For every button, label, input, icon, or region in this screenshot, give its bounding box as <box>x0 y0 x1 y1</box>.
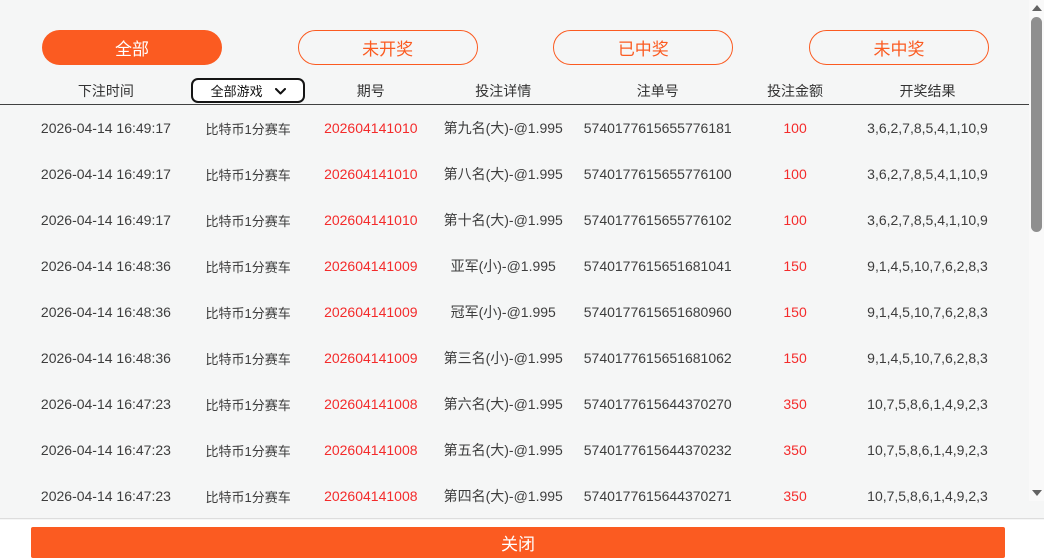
bet-records-panel: 全部 未开奖 已中奖 未中奖 下注时间 全部游戏 期号 投注详情 注单号 投注金… <box>0 30 1044 519</box>
cell-bet-time: 2026-04-14 16:49:17 <box>40 212 171 228</box>
header-game-filter: 全部游戏 <box>187 78 310 103</box>
table-row: 2026-04-14 16:49:17 比特币1分赛车 202604141010… <box>25 105 1006 151</box>
cell-bet-detail: 第六名(大)-@1.995 <box>443 396 563 412</box>
tab-won[interactable]: 已中奖 <box>553 30 734 65</box>
cell-order-no: 5740177615644370232 <box>583 442 732 458</box>
cell-bet-amount: 350 <box>783 396 807 412</box>
cell-draw-result: 3,6,2,7,8,5,4,1,10,9 <box>867 120 988 136</box>
table-row: 2026-04-14 16:47:23 比特币1分赛车 202604141008… <box>25 473 1006 519</box>
cell-game-name: 比特币1分赛车 <box>205 121 291 137</box>
cell-period: 202604141010 <box>324 166 418 182</box>
cell-bet-time: 2026-04-14 16:47:23 <box>40 442 171 458</box>
cell-period: 202604141008 <box>324 442 418 458</box>
cell-period: 202604141008 <box>324 396 418 412</box>
cell-bet-amount: 150 <box>783 258 807 274</box>
cell-bet-time: 2026-04-14 16:47:23 <box>40 396 171 412</box>
cell-bet-amount: 100 <box>783 212 807 228</box>
cell-game-name: 比特币1分赛车 <box>205 443 291 459</box>
cell-bet-detail: 冠军(小)-@1.995 <box>450 304 556 320</box>
cell-order-no: 5740177615651681062 <box>583 350 732 366</box>
cell-game-name: 比特币1分赛车 <box>205 167 291 183</box>
cell-period: 202604141010 <box>324 120 418 136</box>
tab-not-drawn[interactable]: 未开奖 <box>297 30 478 65</box>
header-draw-result: 开奖结果 <box>899 82 956 99</box>
cell-bet-detail: 第四名(大)-@1.995 <box>443 488 563 504</box>
cell-order-no: 5740177615644370270 <box>583 396 732 412</box>
tab-all[interactable]: 全部 <box>42 30 222 65</box>
cell-order-no: 5740177615655776102 <box>583 212 732 228</box>
cell-period: 202604141009 <box>324 258 418 274</box>
table-row: 2026-04-14 16:48:36 比特币1分赛车 202604141009… <box>25 289 1006 335</box>
cell-bet-time: 2026-04-14 16:49:17 <box>40 120 171 136</box>
cell-order-no: 5740177615655776100 <box>583 166 732 182</box>
footer-bar: 关闭 <box>0 520 1044 560</box>
game-filter-select[interactable]: 全部游戏 <box>191 78 306 103</box>
scrollbar-thumb[interactable] <box>1031 17 1042 232</box>
cell-order-no: 5740177615644370271 <box>583 488 732 504</box>
table-row: 2026-04-14 16:49:17 比特币1分赛车 202604141010… <box>25 197 1006 243</box>
cell-bet-detail: 第八名(大)-@1.995 <box>443 166 563 182</box>
cell-bet-detail: 亚军(小)-@1.995 <box>450 258 556 274</box>
cell-bet-amount: 150 <box>783 304 807 320</box>
cell-period: 202604141010 <box>324 212 418 228</box>
cell-bet-detail: 第十名(大)-@1.995 <box>443 212 563 228</box>
cell-order-no: 5740177615651681041 <box>583 258 732 274</box>
cell-draw-result: 3,6,2,7,8,5,4,1,10,9 <box>867 212 988 228</box>
cell-period: 202604141009 <box>324 304 418 320</box>
cell-draw-result: 10,7,5,8,6,1,4,9,2,3 <box>867 488 988 504</box>
filter-tabs: 全部 未开奖 已中奖 未中奖 <box>0 30 1044 65</box>
scroll-up-icon[interactable] <box>1032 5 1042 11</box>
cell-period: 202604141008 <box>324 488 418 504</box>
vertical-scrollbar[interactable] <box>1029 0 1044 501</box>
cell-draw-result: 3,6,2,7,8,5,4,1,10,9 <box>867 166 988 182</box>
cell-draw-result: 9,1,4,5,10,7,6,2,8,3 <box>867 350 988 366</box>
table-row: 2026-04-14 16:49:17 比特币1分赛车 202604141010… <box>25 151 1006 197</box>
table-row: 2026-04-14 16:48:36 比特币1分赛车 202604141009… <box>25 243 1006 289</box>
game-filter-value: 全部游戏 <box>210 84 263 99</box>
header-order-no: 注单号 <box>636 82 679 99</box>
cell-period: 202604141009 <box>324 350 418 366</box>
cell-bet-time: 2026-04-14 16:48:36 <box>40 258 171 274</box>
cell-game-name: 比特币1分赛车 <box>205 259 291 275</box>
tab-not-won[interactable]: 未中奖 <box>808 30 989 65</box>
cell-draw-result: 9,1,4,5,10,7,6,2,8,3 <box>867 304 988 320</box>
header-bet-detail: 投注详情 <box>475 82 532 99</box>
header-bet-time: 下注时间 <box>77 82 134 99</box>
cell-game-name: 比特币1分赛车 <box>205 213 291 229</box>
chevron-down-icon <box>274 87 286 95</box>
cell-game-name: 比特币1分赛车 <box>205 489 291 505</box>
cell-game-name: 比特币1分赛车 <box>205 397 291 413</box>
table-row: 2026-04-14 16:47:23 比特币1分赛车 202604141008… <box>25 381 1006 427</box>
cell-bet-time: 2026-04-14 16:48:36 <box>40 350 171 366</box>
cell-order-no: 5740177615655776181 <box>583 120 732 136</box>
cell-draw-result: 10,7,5,8,6,1,4,9,2,3 <box>867 442 988 458</box>
bet-records-list: 2026-04-14 16:49:17 比特币1分赛车 202604141010… <box>0 105 1044 519</box>
cell-bet-time: 2026-04-14 16:47:23 <box>40 488 171 504</box>
cell-bet-detail: 第五名(大)-@1.995 <box>443 442 563 458</box>
cell-bet-amount: 350 <box>783 488 807 504</box>
cell-bet-amount: 150 <box>783 350 807 366</box>
cell-bet-time: 2026-04-14 16:49:17 <box>40 166 171 182</box>
cell-draw-result: 9,1,4,5,10,7,6,2,8,3 <box>867 258 988 274</box>
cell-game-name: 比特币1分赛车 <box>205 351 291 367</box>
table-header: 下注时间 全部游戏 期号 投注详情 注单号 投注金额 开奖结果 <box>0 77 1044 105</box>
table-row: 2026-04-14 16:48:36 比特币1分赛车 202604141009… <box>25 335 1006 381</box>
close-button[interactable]: 关闭 <box>31 527 1005 558</box>
header-bet-amount: 投注金额 <box>767 82 824 99</box>
cell-bet-amount: 350 <box>783 442 807 458</box>
header-period: 期号 <box>356 82 385 99</box>
cell-bet-detail: 第九名(大)-@1.995 <box>443 120 563 136</box>
cell-order-no: 5740177615651680960 <box>583 304 732 320</box>
table-row: 2026-04-14 16:47:23 比特币1分赛车 202604141008… <box>25 427 1006 473</box>
scroll-down-icon[interactable] <box>1032 490 1042 496</box>
cell-game-name: 比特币1分赛车 <box>205 305 291 321</box>
cell-bet-detail: 第三名(小)-@1.995 <box>443 350 563 366</box>
cell-draw-result: 10,7,5,8,6,1,4,9,2,3 <box>867 396 988 412</box>
cell-bet-amount: 100 <box>783 166 807 182</box>
cell-bet-time: 2026-04-14 16:48:36 <box>40 304 171 320</box>
cell-bet-amount: 100 <box>783 120 807 136</box>
